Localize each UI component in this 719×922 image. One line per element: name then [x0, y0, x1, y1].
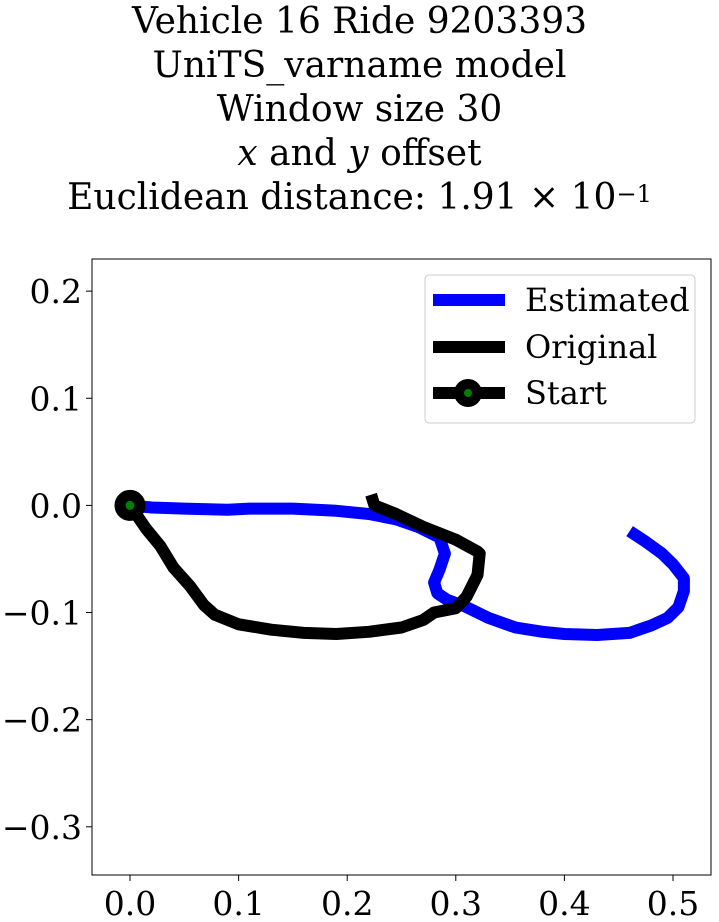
start-layer	[114, 489, 146, 521]
y-tick-label: −0.3	[2, 808, 82, 847]
legend-start-label: Start	[525, 374, 607, 412]
y-tick-label: 0.0	[30, 486, 82, 525]
x-tick-label: 0.5	[647, 884, 699, 922]
title-y-symbol: y	[348, 133, 369, 174]
series-layer	[125, 492, 690, 641]
title-line-1: Vehicle 16 Ride 9203393	[131, 1, 588, 42]
y-tick-label: 0.1	[30, 379, 82, 418]
x-tick-label: 0.4	[538, 884, 590, 922]
title-line-4: x and y offset	[0, 132, 719, 176]
x-tick-label: 0.3	[430, 884, 482, 922]
title-offset-text: offset	[368, 133, 482, 174]
title-line-3: Window size 30	[216, 89, 503, 130]
series-line-original	[125, 492, 486, 640]
title-x-symbol: x	[237, 133, 258, 174]
title-distance-text: Euclidean distance: 1.91 × 10	[67, 177, 617, 218]
plot-frame	[91, 258, 712, 876]
x-axis-ticks: 0.0 0.1 0.2 0.3 0.4 0.5	[104, 875, 699, 922]
x-tick-label: 0.0	[104, 884, 156, 922]
legend-box	[424, 274, 696, 424]
y-axis-ticks: 0.2 0.1 0.0 −0.1 −0.2 −0.3	[2, 272, 92, 847]
chart-title: Vehicle 16 Ride 9203393 UniTS_varname mo…	[0, 0, 719, 220]
legend: Estimated Original Start	[424, 274, 696, 424]
legend-start-marker	[454, 379, 482, 407]
legend-original-label: Original	[525, 328, 657, 366]
start-marker	[114, 489, 146, 521]
title-line-2: UniTS_varname model	[152, 45, 567, 86]
title-line-5: Euclidean distance: 1.91 × 10−1	[0, 176, 719, 220]
legend-estimated-label: Estimated	[525, 281, 690, 319]
y-tick-label: −0.2	[2, 701, 82, 740]
y-tick-label: 0.2	[30, 272, 82, 311]
title-and-text: and	[257, 133, 349, 174]
y-tick-label: −0.1	[2, 594, 82, 633]
x-tick-label: 0.2	[321, 884, 373, 922]
title-exponent: −1	[616, 180, 652, 208]
x-tick-label: 0.1	[212, 884, 264, 922]
